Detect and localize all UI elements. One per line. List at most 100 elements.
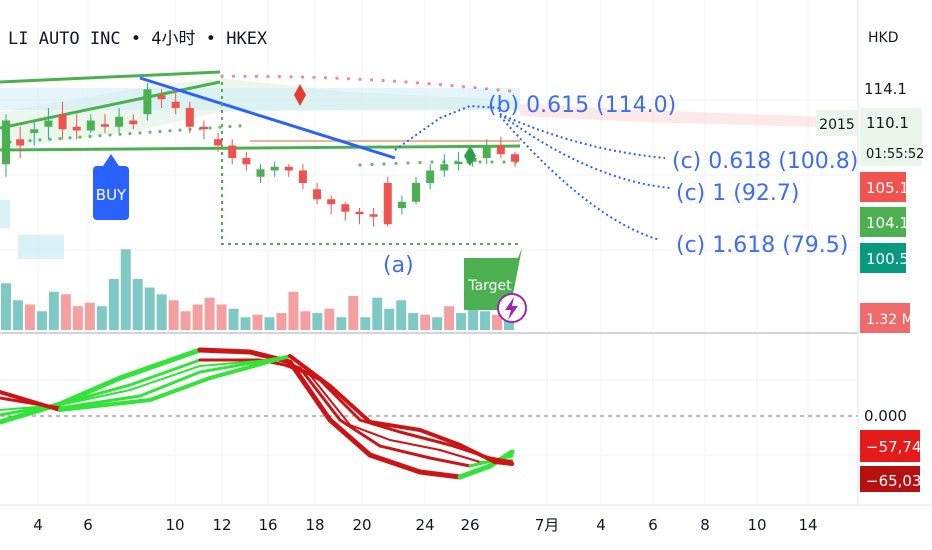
volume-bar-1 bbox=[12, 300, 23, 330]
osc-line-2-seg-7 bbox=[389, 439, 441, 451]
sar-dot-left-11 bbox=[118, 132, 122, 136]
volume-bar-25 bbox=[300, 311, 311, 330]
osc-line-1-seg-5 bbox=[298, 366, 342, 422]
osc-line-4-seg-0 bbox=[0, 390, 62, 412]
volume-bar-15 bbox=[180, 311, 191, 330]
sar-dot-left-7 bbox=[78, 135, 82, 139]
osc-line-1-seg-1 bbox=[58, 383, 132, 406]
sar-dot-right-6 bbox=[430, 160, 434, 164]
volume-bar-40 bbox=[480, 311, 491, 330]
candle-26 bbox=[369, 208, 378, 227]
sar-dot-top-6 bbox=[289, 75, 293, 79]
countdown-text: 01:55:52 bbox=[866, 147, 924, 162]
osc-line-1-seg-2 bbox=[128, 358, 202, 387]
volume-bar-6 bbox=[72, 306, 83, 330]
price-tag-red: 105.1 bbox=[860, 172, 909, 202]
sar-dot-left-6 bbox=[68, 136, 72, 140]
sar-dot-top-25 bbox=[507, 89, 512, 93]
sar-dot-right-4 bbox=[406, 161, 410, 165]
lightning-icon[interactable] bbox=[497, 293, 527, 323]
candle-34 bbox=[482, 139, 491, 165]
sar-dot-top-5 bbox=[277, 75, 282, 79]
currency-label[interactable]: HKD bbox=[868, 30, 899, 46]
volume-bar-38 bbox=[456, 313, 467, 330]
symbol-title[interactable]: LI AUTO INC • 4小时 • HKEX bbox=[8, 29, 268, 49]
candle-5 bbox=[72, 114, 81, 140]
volume-bar-17 bbox=[204, 297, 215, 330]
candle-30 bbox=[426, 164, 435, 190]
wave-b-label: (b) 0.615 (114.0) bbox=[488, 93, 676, 118]
candle-6 bbox=[86, 114, 95, 133]
candle-28 bbox=[397, 195, 406, 215]
sar-dot-left-9 bbox=[98, 134, 102, 138]
last-price-text: 110.1 bbox=[866, 114, 909, 132]
elliott-wave-lines bbox=[394, 104, 671, 241]
sar-dot-top-13 bbox=[369, 78, 374, 82]
osc-line-4-seg-4 bbox=[288, 354, 332, 388]
sar-dot-left-5 bbox=[58, 136, 62, 141]
sar-dot-top-7 bbox=[300, 75, 305, 79]
sar-dot-top-12 bbox=[358, 77, 362, 81]
volume-bar-7 bbox=[84, 302, 95, 330]
volume-bar-34 bbox=[408, 313, 419, 330]
candle-17 bbox=[242, 151, 251, 171]
price-tag-red-text: 105.1 bbox=[866, 179, 909, 197]
sar-dot-top-4 bbox=[266, 74, 270, 79]
time-tick-12: 8 bbox=[700, 516, 710, 534]
time-axis-panel[interactable] bbox=[0, 505, 932, 550]
osc-line-4-seg-5 bbox=[328, 384, 372, 424]
sar-dot-top-17 bbox=[415, 81, 420, 85]
cloud-bands bbox=[0, 78, 860, 259]
sar-dot-left-16 bbox=[168, 129, 172, 133]
volume-bar-4 bbox=[48, 291, 59, 330]
candle-12 bbox=[171, 89, 180, 115]
osc-line-3-seg-6 bbox=[358, 418, 402, 434]
target-box-lines bbox=[221, 75, 520, 245]
volume-bar-2 bbox=[24, 304, 35, 330]
candle-2 bbox=[30, 120, 39, 146]
buy-signal-label[interactable]: BUY bbox=[93, 154, 129, 220]
candle-24 bbox=[341, 201, 350, 221]
sar-dot-top-15 bbox=[392, 79, 397, 83]
sar-dot-left-4 bbox=[48, 137, 52, 141]
candle-35 bbox=[496, 136, 505, 158]
time-tick-7: 24 bbox=[415, 516, 434, 534]
osc-line-4-seg-2 bbox=[148, 376, 212, 402]
osc-line-3-seg-2 bbox=[138, 370, 202, 398]
osc-line-2-seg-1 bbox=[59, 389, 131, 406]
volume-tag: 1.32 M bbox=[860, 303, 914, 333]
price-tag-green-text: 104.1 bbox=[866, 214, 909, 232]
candle-1 bbox=[16, 126, 25, 158]
candle-11 bbox=[157, 89, 166, 108]
sar-dot-right-10 bbox=[478, 160, 482, 164]
sar-dot-top-23 bbox=[484, 87, 489, 91]
osc-line-4-seg-9 bbox=[493, 460, 514, 466]
sar-dot-top-3 bbox=[254, 74, 259, 78]
sar-dot-left-14 bbox=[148, 130, 152, 134]
time-tick-10: 4 bbox=[596, 516, 606, 534]
time-tick-13: 10 bbox=[747, 516, 766, 534]
candle-23 bbox=[327, 195, 336, 215]
time-tick-8: 26 bbox=[460, 516, 479, 534]
volume-bar-23 bbox=[276, 313, 287, 330]
osc-line-3-seg-9 bbox=[488, 456, 514, 464]
osc-line-0-seg-1 bbox=[57, 375, 123, 407]
volume-bar-19 bbox=[228, 308, 239, 330]
sar-dot-top-9 bbox=[323, 76, 328, 80]
target-label-text: Target bbox=[467, 278, 512, 294]
candle-32 bbox=[454, 151, 463, 171]
osc-line-0-seg-7 bbox=[367, 452, 423, 475]
oscillator-tag-2: −65,037 bbox=[860, 466, 931, 492]
sar-dot-left-13 bbox=[138, 131, 142, 135]
sell-diamond-marker bbox=[294, 84, 306, 106]
volume-bar-36 bbox=[432, 317, 443, 330]
volume-bar-8 bbox=[96, 306, 107, 330]
volume-bar-24 bbox=[288, 291, 299, 330]
volume-bar-20 bbox=[240, 317, 251, 330]
candle-10 bbox=[143, 83, 152, 121]
volume-tag-text: 1.32 M bbox=[866, 312, 914, 328]
volume-bar-27 bbox=[324, 308, 335, 330]
oscillator-value-1: −57,745 bbox=[866, 438, 931, 456]
